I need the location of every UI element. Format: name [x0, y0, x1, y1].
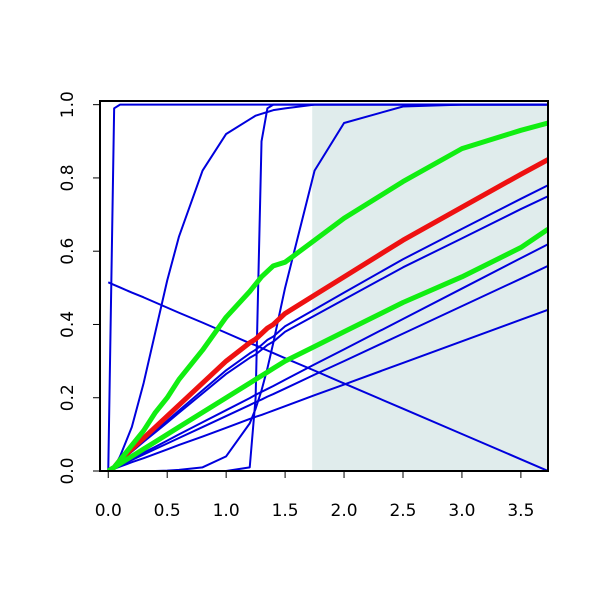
y-tick-label: 0.4: [58, 311, 78, 338]
x-tick-label: 0.0: [95, 501, 122, 521]
y-tick-label: 0.2: [58, 384, 78, 411]
curve: [107, 308, 548, 471]
curve: [107, 264, 548, 471]
curve: [108, 103, 548, 471]
y-tick-label: 0.8: [58, 164, 78, 191]
x-tick-label: 2.5: [389, 501, 416, 521]
y-tick-label: 0.0: [58, 457, 78, 484]
y-tick-label: 0.6: [58, 238, 78, 265]
curve: [107, 243, 548, 471]
curve: [106, 227, 548, 471]
curve: [106, 157, 548, 471]
x-tick-label: 1.0: [213, 501, 240, 521]
shaded-region: [312, 104, 548, 472]
x-tick-label: 0.5: [154, 501, 181, 521]
curve: [106, 120, 548, 471]
x-tick-label: 2.0: [331, 501, 358, 521]
x-tick-label: 3.0: [448, 501, 475, 521]
curve: [107, 281, 548, 471]
x-tick-label: 1.5: [272, 501, 299, 521]
curve: [108, 103, 548, 471]
plot-frame: [99, 100, 549, 472]
y-tick-label: 1.0: [58, 91, 78, 118]
x-tick-label: 3.5: [507, 501, 534, 521]
